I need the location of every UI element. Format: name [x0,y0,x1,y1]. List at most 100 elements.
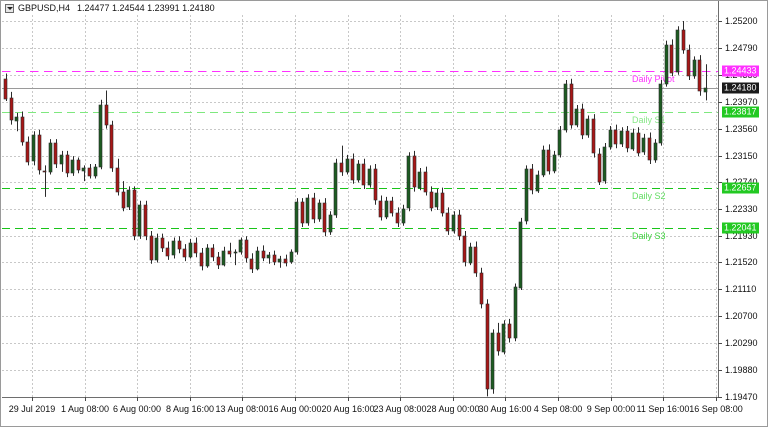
grid-line-vertical [558,15,559,397]
time-tick-label: 6 Aug 00:00 [112,404,162,414]
time-tick-label: 16 Sep 08:00 [689,404,743,414]
time-axis[interactable]: 29 Jul 2019 1 Aug 08:00 6 Aug 00:00 8 Aug 1… [2,397,768,427]
grid-line-horizontal [2,156,718,157]
grid-line-horizontal [2,102,718,103]
time-tick-label: 20 Aug 16:00 [321,404,375,414]
price-tick [718,182,722,183]
time-tick-label: 8 Aug 16:00 [165,404,215,414]
time-tick-label: 13 Aug 08:00 [215,404,269,414]
price-tick-label: 1.21520 [725,257,758,267]
price-tick-label: 1.19880 [725,365,758,375]
time-tick-label: 4 Sep 08:00 [533,404,583,414]
time-tick-label: 11 Sep 16:00 [636,404,690,414]
time-tick [453,397,454,401]
grid-line-horizontal [2,370,718,371]
grid-line-vertical [716,15,717,397]
time-tick [400,397,401,401]
grid-line-horizontal [2,21,718,22]
time-tick [242,397,243,401]
time-tick-label: 30 Aug 16:00 [478,404,532,414]
grid-line-vertical [348,15,349,397]
grid-line-horizontal [2,129,718,130]
price-tick-label: 1.24790 [725,43,758,53]
grid-line-horizontal [2,236,718,237]
grid-line-vertical [85,15,86,397]
price-badge-bid: 1.24180 [722,82,759,94]
grid-line-vertical [400,15,401,397]
price-tick [718,75,722,76]
pivot-line-s1 [2,112,718,113]
grid-line-horizontal [2,316,718,317]
grid-line-horizontal [2,289,718,290]
time-tick-label: 1 Aug 08:00 [60,404,110,414]
price-axis-line [718,1,719,397]
grid-line-horizontal [2,182,718,183]
price-tick [718,236,722,237]
chart-symbol-label: GBPUSD,H4 [18,3,71,13]
grid-line-vertical [32,15,33,397]
price-tick [718,48,722,49]
chart-plot-area[interactable]: Daily Pivot Daily S1 Daily S2 Daily S3 [2,15,718,397]
pivot-label-s1: Daily S1 [632,115,666,125]
price-tick-label: 1.23150 [725,151,758,161]
price-tick-label: 1.23970 [725,97,758,107]
time-tick-label: 16 Aug 00:00 [268,404,322,414]
price-axis[interactable]: 1.252001.247901.243801.239701.235601.231… [718,1,768,402]
price-tick-label: 1.19470 [725,392,758,402]
grid-line-vertical [505,15,506,397]
time-tick-label: 28 Aug 00:00 [426,404,480,414]
bid-price-line [2,88,718,89]
time-tick-label: 9 Sep 00:00 [586,404,636,414]
grid-line-vertical [190,15,191,397]
price-tick [718,129,722,130]
time-tick [137,397,138,401]
grid-line-horizontal [2,209,718,210]
time-tick [716,397,717,401]
price-tick [718,21,722,22]
time-tick-label: 29 Jul 2019 [8,404,56,414]
pivot-label-s3: Daily S3 [632,231,666,241]
chart-header: GBPUSD,H4 1.24477 1.24544 1.23991 1.2418… [1,1,767,15]
price-tick [718,262,722,263]
time-tick [611,397,612,401]
price-tick [718,102,722,103]
price-tick [718,397,722,398]
time-tick [663,397,664,401]
price-tick-label: 1.21110 [725,284,757,294]
pivot-label-pv: Daily Pivot [632,74,675,84]
price-tick [718,209,722,210]
chevron-down-icon[interactable] [5,3,14,13]
pivot-label-s2: Daily S2 [632,191,666,201]
time-tick [505,397,506,401]
grid-line-vertical [453,15,454,397]
price-tick-label: 1.25200 [725,16,758,26]
price-badge-s3: 1.22041 [722,222,759,234]
candlestick-canvas [3,21,708,397]
plot-background [2,15,718,397]
grid-line-horizontal [2,343,718,344]
price-tick [718,316,722,317]
candlestick-series [2,15,718,397]
price-badge-pivot: 1.24433 [722,65,759,77]
grid-line-vertical [611,15,612,397]
grid-line-vertical [137,15,138,397]
pivot-line-s3 [2,228,718,229]
price-tick-label: 1.22330 [725,204,758,214]
price-tick [718,289,722,290]
price-tick-label: 1.21930 [725,231,758,241]
price-tick-label: 1.20290 [725,338,758,348]
grid-line-horizontal [2,75,718,76]
grid-line-horizontal [2,48,718,49]
grid-line-vertical [663,15,664,397]
price-tick-label: 1.23560 [725,124,758,134]
time-tick [295,397,296,401]
pivot-line-pv [2,71,718,72]
price-tick [718,370,722,371]
time-tick [32,397,33,401]
pivot-line-s2 [2,188,718,189]
grid-line-vertical [242,15,243,397]
price-tick-label: 1.20700 [725,311,758,321]
price-badge-s2: 1.22657 [722,182,759,194]
time-tick-label: 23 Aug 08:00 [373,404,427,414]
